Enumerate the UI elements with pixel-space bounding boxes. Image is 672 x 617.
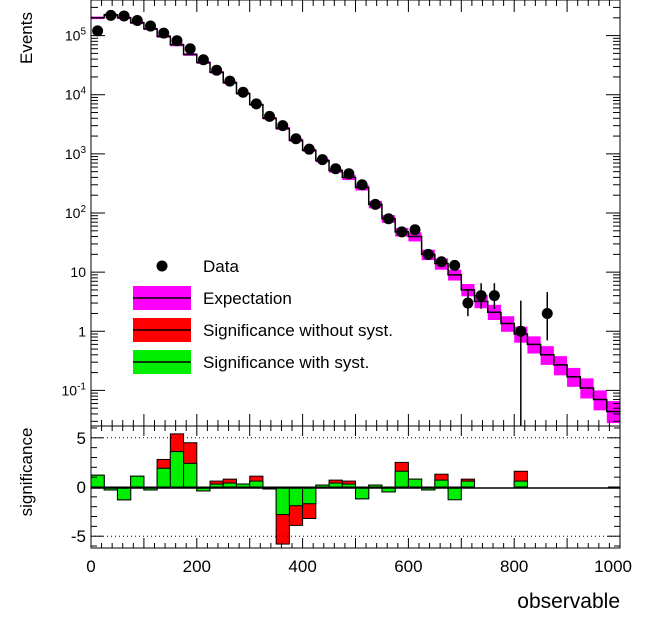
data-point xyxy=(422,248,434,260)
significance-y-axis-label: significance xyxy=(17,428,36,517)
significance-y-tick-labels: -5 0 5 xyxy=(71,429,86,546)
data-point xyxy=(541,307,553,319)
x-tick-label: 0 xyxy=(86,557,95,576)
data-points-layer xyxy=(92,9,553,426)
data-point xyxy=(92,25,104,37)
y-tick-label: 103 xyxy=(65,145,87,162)
main-plot-y-axis-label: Events xyxy=(17,12,36,64)
expectation-band-bin xyxy=(593,390,607,411)
data-point xyxy=(145,20,157,32)
y-tick-label: 0 xyxy=(77,478,86,497)
significance-with-syst-bin xyxy=(460,480,476,488)
legend-data-marker xyxy=(156,260,168,272)
significance-with-syst-bin xyxy=(407,478,423,488)
significance-with-syst-bin xyxy=(328,482,343,488)
data-point xyxy=(237,86,249,98)
data-point xyxy=(264,110,276,122)
data-point xyxy=(118,10,130,22)
data-point xyxy=(475,290,487,302)
data-point xyxy=(462,297,474,309)
significance-with-syst-bin xyxy=(183,462,198,488)
y-tick-label: 10-1 xyxy=(62,381,87,398)
main-plot-ticks xyxy=(90,0,621,426)
y-tick-label: 10 xyxy=(70,264,86,280)
data-point xyxy=(449,259,461,271)
legend-label-no-syst: Significance without syst. xyxy=(203,321,393,340)
expectation-histogram-layer xyxy=(91,14,620,413)
significance-with-syst-bin xyxy=(315,484,330,488)
data-point xyxy=(303,143,315,155)
data-point xyxy=(330,163,342,175)
x-tick-label: 800 xyxy=(500,557,528,576)
significance-with-syst-bin xyxy=(209,483,224,488)
legend: Data Expectation Significance without sy… xyxy=(133,257,393,374)
expectation-histogram-line xyxy=(91,14,620,413)
significance-panel: -505 0 200 400 600 800 1000 significance obse… xyxy=(17,425,632,613)
legend-label-with-syst: Significance with syst. xyxy=(203,353,369,372)
legend-label-data: Data xyxy=(203,257,239,276)
significance-with-syst-bin xyxy=(434,479,449,488)
significance-with-syst-bin xyxy=(235,483,251,488)
significance-with-syst-bin xyxy=(368,484,383,488)
significance-with-syst-bin xyxy=(341,483,356,488)
legend-label-expectation: Expectation xyxy=(203,289,292,308)
data-point xyxy=(316,154,328,166)
data-point xyxy=(343,168,355,180)
data-point xyxy=(158,27,170,39)
significance-with-syst-bin xyxy=(447,486,462,501)
significance-with-syst-bin xyxy=(222,482,237,488)
data-point xyxy=(290,133,302,145)
main-plot-y-tick-labels: 10-1 1 10 102 103 104 105 xyxy=(62,27,87,399)
significance-with-syst-bin xyxy=(196,486,211,492)
significance-with-syst-bin xyxy=(169,451,185,488)
significance-with-syst-bin xyxy=(355,486,370,500)
y-tick-label: -5 xyxy=(71,527,86,546)
data-point xyxy=(211,64,223,76)
significance-with-syst-bin xyxy=(130,475,145,488)
x-axis-label: observable xyxy=(517,590,620,613)
data-point xyxy=(435,256,447,268)
significance-with-syst-bin xyxy=(275,486,290,516)
significance-with-syst-bin xyxy=(156,467,171,488)
significance-with-syst-bin xyxy=(394,470,409,488)
main-plot-panel: 10-1 1 10 102 103 104 105 Events Data Expectat… xyxy=(17,0,621,427)
x-tick-label: 600 xyxy=(394,557,422,576)
significance-reference-lines xyxy=(91,437,620,537)
significance-with-syst-bin xyxy=(249,480,264,488)
significance-ticks xyxy=(90,426,621,548)
data-point xyxy=(515,325,527,337)
data-point xyxy=(369,198,381,210)
significance-with-syst-bin xyxy=(288,486,304,507)
data-point xyxy=(409,224,421,236)
significance-with-syst-bin xyxy=(302,486,317,505)
y-tick-label: 105 xyxy=(65,27,87,44)
data-point xyxy=(224,75,236,87)
y-tick-label: 102 xyxy=(65,204,87,221)
y-tick-label: 1 xyxy=(78,323,86,339)
y-tick-label: 104 xyxy=(65,86,87,103)
data-point xyxy=(131,15,143,27)
data-point xyxy=(250,98,262,110)
data-point xyxy=(197,54,209,66)
expectation-band-bin xyxy=(553,356,568,376)
x-tick-label: 200 xyxy=(183,557,211,576)
significance-with-syst-bin xyxy=(381,486,396,493)
data-point xyxy=(383,213,395,225)
significance-with-syst-bin xyxy=(513,480,528,488)
data-point xyxy=(356,179,368,191)
data-point xyxy=(488,290,500,302)
y-tick-label: 5 xyxy=(77,429,86,448)
x-tick-label: 400 xyxy=(288,557,316,576)
data-point xyxy=(184,43,196,55)
data-point xyxy=(396,226,408,238)
data-point xyxy=(105,9,117,21)
data-point xyxy=(171,35,183,47)
x-tick-label: 1000 xyxy=(594,557,632,576)
x-tick-labels: 0 200 400 600 800 1000 xyxy=(86,557,632,576)
significance-with-syst-bin xyxy=(116,486,132,501)
data-point xyxy=(277,120,289,132)
